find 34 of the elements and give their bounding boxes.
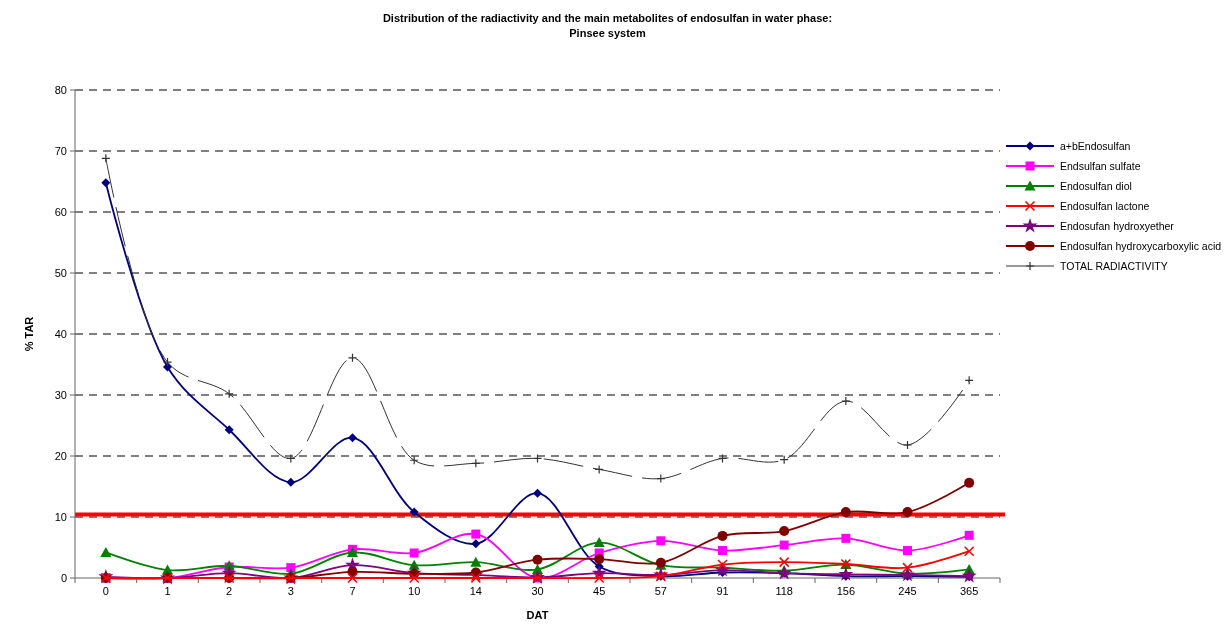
legend-label: TOTAL RADIACTIVITY	[1060, 260, 1168, 272]
y-tick-label: 20	[54, 450, 67, 462]
y-tick-label: 10	[54, 511, 67, 523]
legend-label: a+bEndosulfan	[1060, 140, 1131, 152]
x-tick-label: 3	[287, 585, 294, 597]
x-tick-label: 30	[531, 585, 544, 597]
y-tick-label: 30	[54, 389, 67, 401]
x-tick-label: 7	[349, 585, 356, 597]
x-tick-label: 91	[716, 585, 729, 597]
legend-label: Endosulfan diol	[1060, 180, 1132, 192]
y-axis-title: % TAR	[23, 316, 35, 352]
x-tick-label: 2	[226, 585, 233, 597]
x-tick-label: 57	[654, 585, 667, 597]
x-tick-label: 45	[593, 585, 606, 597]
legend-label: Endsulfan sulfate	[1060, 160, 1141, 172]
x-tick-label: 14	[469, 585, 482, 597]
x-tick-label: 10	[408, 585, 421, 597]
y-tick-label: 0	[60, 572, 67, 584]
y-tick-label: 50	[54, 267, 67, 279]
legend-label: Endosulfan hydroxycarboxylic acid	[1060, 240, 1222, 252]
legend-label: Endosufan hydroxyether	[1060, 220, 1175, 232]
x-tick-label: 156	[836, 585, 856, 597]
y-tick-label: 60	[54, 206, 67, 218]
x-tick-label: 0	[102, 585, 109, 597]
x-tick-label: 365	[959, 585, 979, 597]
x-tick-label: 118	[775, 585, 793, 597]
chart-title: Distribution of the radiactivity and the main metabolites of endosulfan in water phase: Pinsee system	[382, 12, 833, 39]
y-tick-label: 80	[54, 84, 67, 96]
x-axis-title: DAT	[526, 609, 549, 621]
y-tick-label: 40	[54, 328, 67, 340]
x-tick-label: 245	[898, 585, 917, 597]
x-tick-label: 1	[164, 585, 171, 597]
y-tick-label: 70	[54, 145, 67, 157]
legend-label: Endosulfan lactone	[1060, 200, 1150, 212]
